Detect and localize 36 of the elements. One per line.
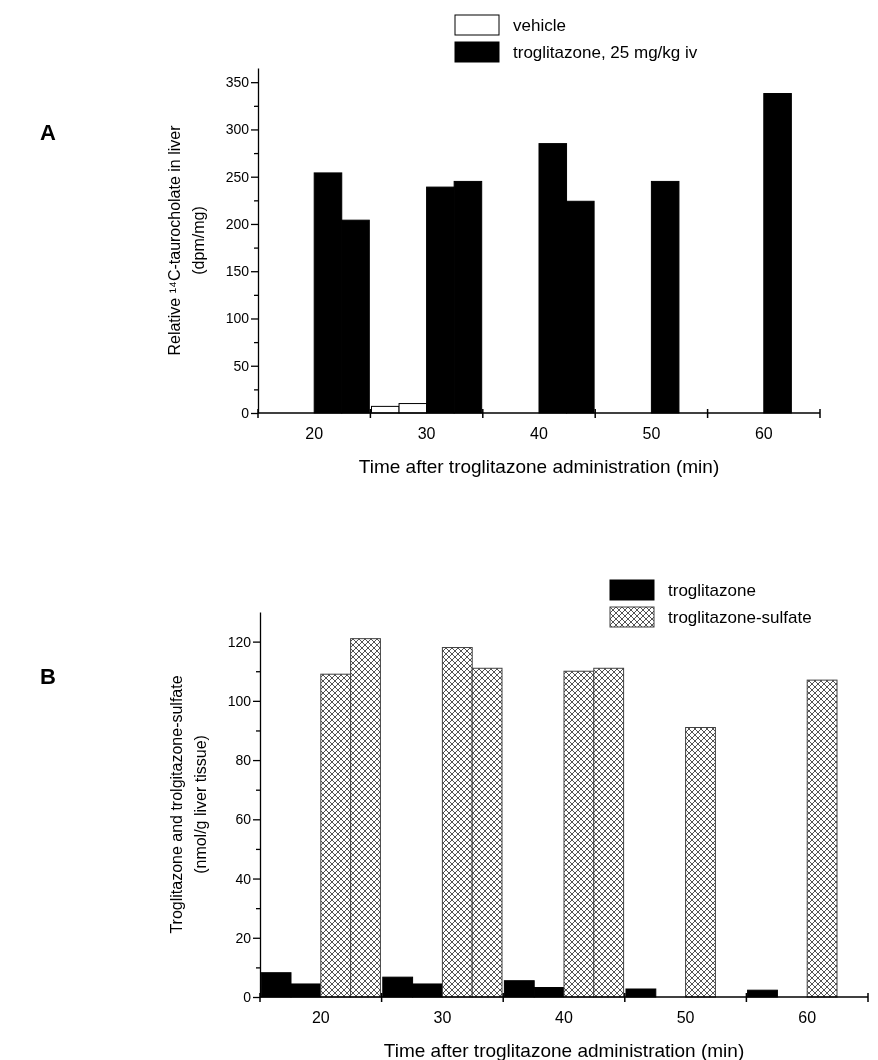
bar bbox=[685, 727, 716, 998]
y-tick-label: 0 bbox=[241, 404, 250, 421]
y-tick-label: 100 bbox=[225, 310, 250, 327]
x-tick-label: 50 bbox=[676, 1009, 695, 1026]
legend-label: troglitazone-sulfate bbox=[668, 608, 812, 627]
x-tick-label: 20 bbox=[311, 1009, 330, 1026]
y-tick-label: 60 bbox=[235, 811, 252, 828]
x-tick-label: 30 bbox=[433, 1009, 452, 1026]
y-tick-label: 120 bbox=[227, 633, 252, 650]
legend-label: troglitazone bbox=[668, 581, 756, 600]
legend-label: troglitazone, 25 mg/kg iv bbox=[513, 43, 698, 62]
legend-label: vehicle bbox=[513, 16, 566, 35]
text: A bbox=[40, 120, 56, 145]
y-axis-title: Relative ¹⁴C-taurocholate in liver (dpm/mg) bbox=[166, 124, 207, 356]
y-tick-label: 80 bbox=[235, 752, 252, 769]
y-tick-label: 250 bbox=[225, 168, 250, 185]
y-tick-label: 200 bbox=[225, 215, 250, 232]
y-tick-label: 20 bbox=[235, 929, 252, 946]
y-tick-label: 150 bbox=[225, 263, 250, 280]
x-axis-title: Time after troglitazone administration (min) bbox=[358, 456, 720, 477]
bar bbox=[806, 679, 838, 998]
x-tick-label: 30 bbox=[417, 425, 436, 442]
y-tick-label: 300 bbox=[225, 121, 250, 138]
y-tick-label: 40 bbox=[235, 870, 252, 887]
y-tick-label: 350 bbox=[225, 74, 250, 91]
x-tick-label: 20 bbox=[305, 425, 324, 442]
y-tick-label: 100 bbox=[227, 692, 252, 709]
x-tick-label: 60 bbox=[798, 1009, 817, 1026]
y-axis-title: Troglitazone and trolgitazone-sulfate (nmol/g liver tissue) bbox=[168, 675, 209, 934]
y-tick-label: 50 bbox=[233, 357, 250, 374]
x-tick-label: 50 bbox=[642, 425, 661, 442]
text: B bbox=[40, 664, 56, 689]
x-tick-label: 40 bbox=[530, 425, 548, 442]
y-tick-label: 0 bbox=[243, 988, 252, 1005]
x-tick-label: 60 bbox=[754, 425, 773, 442]
x-tick-label: 40 bbox=[555, 1009, 573, 1026]
